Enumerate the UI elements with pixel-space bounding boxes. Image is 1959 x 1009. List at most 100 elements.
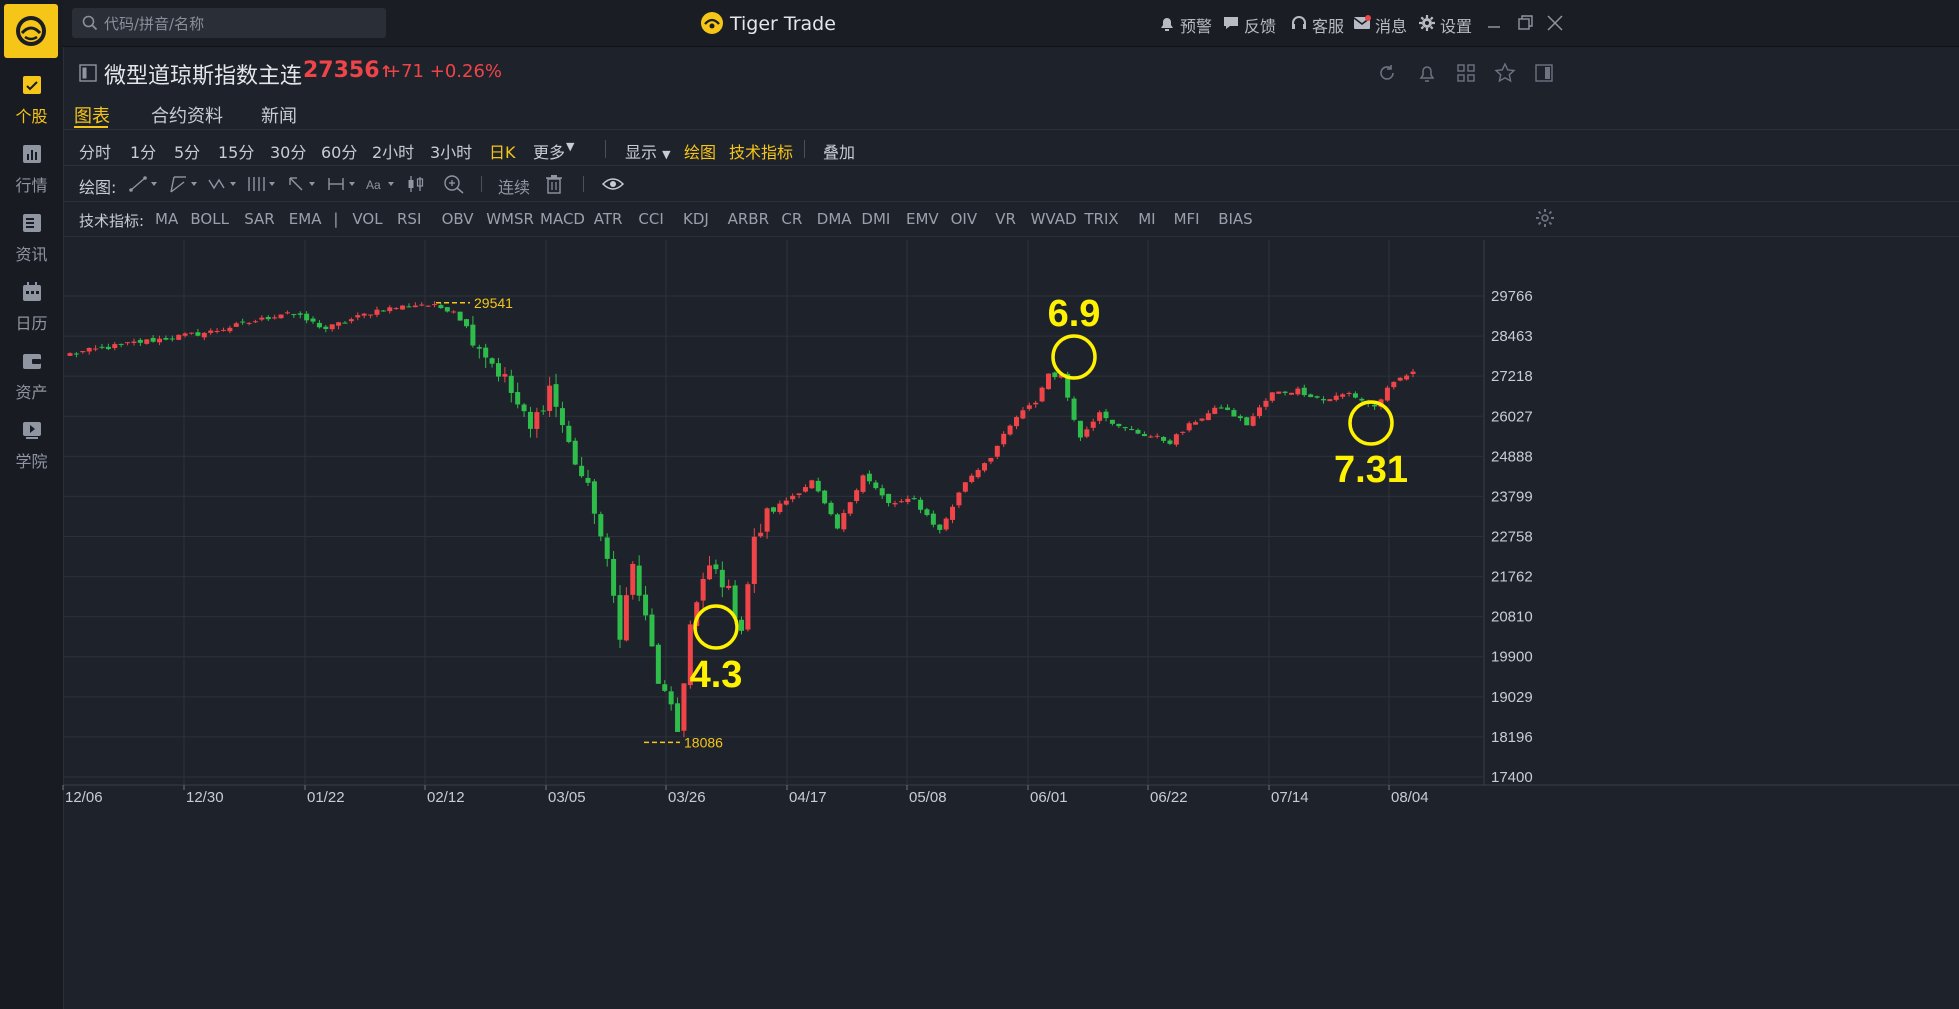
indicator-item[interactable]: SAR: [244, 210, 275, 228]
period-button-0[interactable]: 分时: [79, 143, 112, 162]
draw-button[interactable]: 绘图: [684, 143, 717, 162]
indicator-item[interactable]: MI: [1138, 210, 1156, 228]
indicator-item[interactable]: EMV: [906, 210, 939, 228]
indicator-item[interactable]: DMI: [861, 210, 891, 228]
layout-grid-icon[interactable]: [1455, 62, 1477, 84]
period-button-1[interactable]: 1分: [130, 143, 157, 162]
search-input[interactable]: [102, 8, 376, 40]
search-box[interactable]: [72, 8, 386, 40]
candle-body: [67, 353, 73, 356]
indicator-item[interactable]: WVAD: [1030, 210, 1077, 228]
indicator-item[interactable]: OBV: [441, 210, 474, 228]
side-panel-icon[interactable]: [1533, 62, 1555, 84]
candle-body: [1397, 377, 1403, 381]
candle-style-icon[interactable]: [405, 174, 427, 194]
minimize-icon[interactable]: [1483, 12, 1505, 34]
fib-tool-icon[interactable]: [246, 174, 278, 194]
nav-item-4[interactable]: 资产: [0, 351, 63, 421]
indicator-item[interactable]: KDJ: [683, 210, 709, 228]
period-button-7[interactable]: 3小时: [430, 143, 473, 162]
indicators-button[interactable]: 技术指标: [729, 143, 794, 162]
candle-body: [157, 338, 163, 343]
trash-icon[interactable]: [545, 174, 563, 194]
nav-item-1[interactable]: 行情: [0, 144, 63, 214]
nav-item-0[interactable]: 个股: [0, 75, 63, 145]
indicator-item[interactable]: MACD: [540, 210, 585, 228]
restore-icon[interactable]: [1514, 12, 1536, 34]
tab-2[interactable]: 新闻: [261, 106, 297, 127]
candle-body: [297, 313, 303, 315]
y-tick-label: 21762: [1491, 569, 1533, 586]
top-action-label: 反馈: [1244, 17, 1277, 36]
indicator-item[interactable]: EMA: [288, 210, 322, 228]
text-tool-icon[interactable]: Aa: [365, 174, 397, 194]
indicator-item[interactable]: MA: [155, 210, 179, 228]
indicator-item[interactable]: DMA: [816, 210, 852, 228]
candle-body: [783, 500, 789, 505]
indicator-settings-gear-icon[interactable]: [1535, 208, 1555, 228]
candle-body: [655, 644, 661, 684]
nav-item-5[interactable]: 学院: [0, 420, 63, 490]
continuous-draw-toggle[interactable]: 连续: [498, 178, 531, 197]
indicator-item[interactable]: OIV: [950, 210, 978, 228]
wave-tool-icon[interactable]: [207, 174, 239, 194]
y-tick-label: 17400: [1491, 769, 1533, 786]
sidebar-toggle-icon[interactable]: [79, 64, 97, 82]
channel-tool-icon[interactable]: [168, 174, 200, 194]
change-value: +71: [386, 61, 424, 82]
candle-body: [764, 508, 770, 532]
candle-body: [1237, 416, 1243, 419]
candle-body: [1109, 419, 1115, 424]
indicator-item[interactable]: RSI: [397, 210, 422, 228]
candle-body: [374, 309, 380, 315]
period-button-2[interactable]: 5分: [174, 143, 201, 162]
indicator-item[interactable]: VOL: [352, 210, 383, 228]
app-name: Tiger Trade: [730, 13, 836, 35]
candle-body: [585, 477, 591, 483]
indicator-item[interactable]: BIAS: [1218, 210, 1253, 228]
close-icon[interactable]: [1544, 12, 1566, 34]
period-button-9[interactable]: 更多: [533, 143, 566, 162]
y-tick-label: 27218: [1491, 368, 1533, 385]
measure-tool-icon[interactable]: [326, 174, 358, 194]
candle-body: [220, 329, 226, 331]
alert-bell-icon[interactable]: [1416, 62, 1438, 84]
line-tool-icon[interactable]: [128, 174, 160, 194]
indicator-item[interactable]: CR: [781, 210, 803, 228]
period-button-8[interactable]: 日K: [489, 143, 516, 162]
y-tick-label: 29766: [1491, 288, 1533, 305]
refresh-icon[interactable]: [1376, 62, 1398, 84]
top-action-label: 客服: [1312, 17, 1345, 36]
arrow-tool-icon[interactable]: [286, 174, 318, 194]
candle-body: [1167, 440, 1173, 444]
indicator-item[interactable]: ARBR: [727, 210, 769, 228]
visibility-eye-icon[interactable]: [601, 174, 625, 194]
candle-body: [1129, 429, 1135, 431]
candle-body: [1212, 407, 1218, 414]
candle-body: [348, 319, 354, 322]
indicator-item[interactable]: WMSR: [486, 210, 534, 228]
display-menu[interactable]: 显示 ▼: [625, 139, 671, 163]
period-button-6[interactable]: 2小时: [372, 143, 415, 162]
indicator-item[interactable]: VR: [995, 210, 1016, 228]
tab-1[interactable]: 合约资料: [151, 106, 223, 127]
candle-body: [1122, 427, 1128, 429]
indicator-item[interactable]: CCI: [638, 210, 664, 228]
indicator-item[interactable]: ATR: [593, 210, 623, 228]
nav-item-2[interactable]: 资讯: [0, 213, 63, 283]
nav-item-3[interactable]: 日历: [0, 282, 63, 352]
tiger-logo[interactable]: [4, 4, 58, 58]
period-button-4[interactable]: 30分: [270, 143, 307, 162]
more-dropdown-icon[interactable]: ▼: [566, 140, 575, 153]
zoom-icon[interactable]: [443, 174, 465, 194]
period-button-5[interactable]: 60分: [321, 143, 358, 162]
period-button-3[interactable]: 15分: [218, 143, 255, 162]
indicator-item[interactable]: TRIX: [1084, 210, 1119, 228]
overlay-button[interactable]: 叠加: [823, 143, 856, 162]
favorite-star-icon[interactable]: [1494, 62, 1516, 84]
indicator-item[interactable]: MFI: [1173, 210, 1200, 228]
tab-0[interactable]: 图表: [74, 106, 110, 127]
indicator-item[interactable]: BOLL: [190, 210, 229, 228]
candle-body: [681, 683, 687, 731]
